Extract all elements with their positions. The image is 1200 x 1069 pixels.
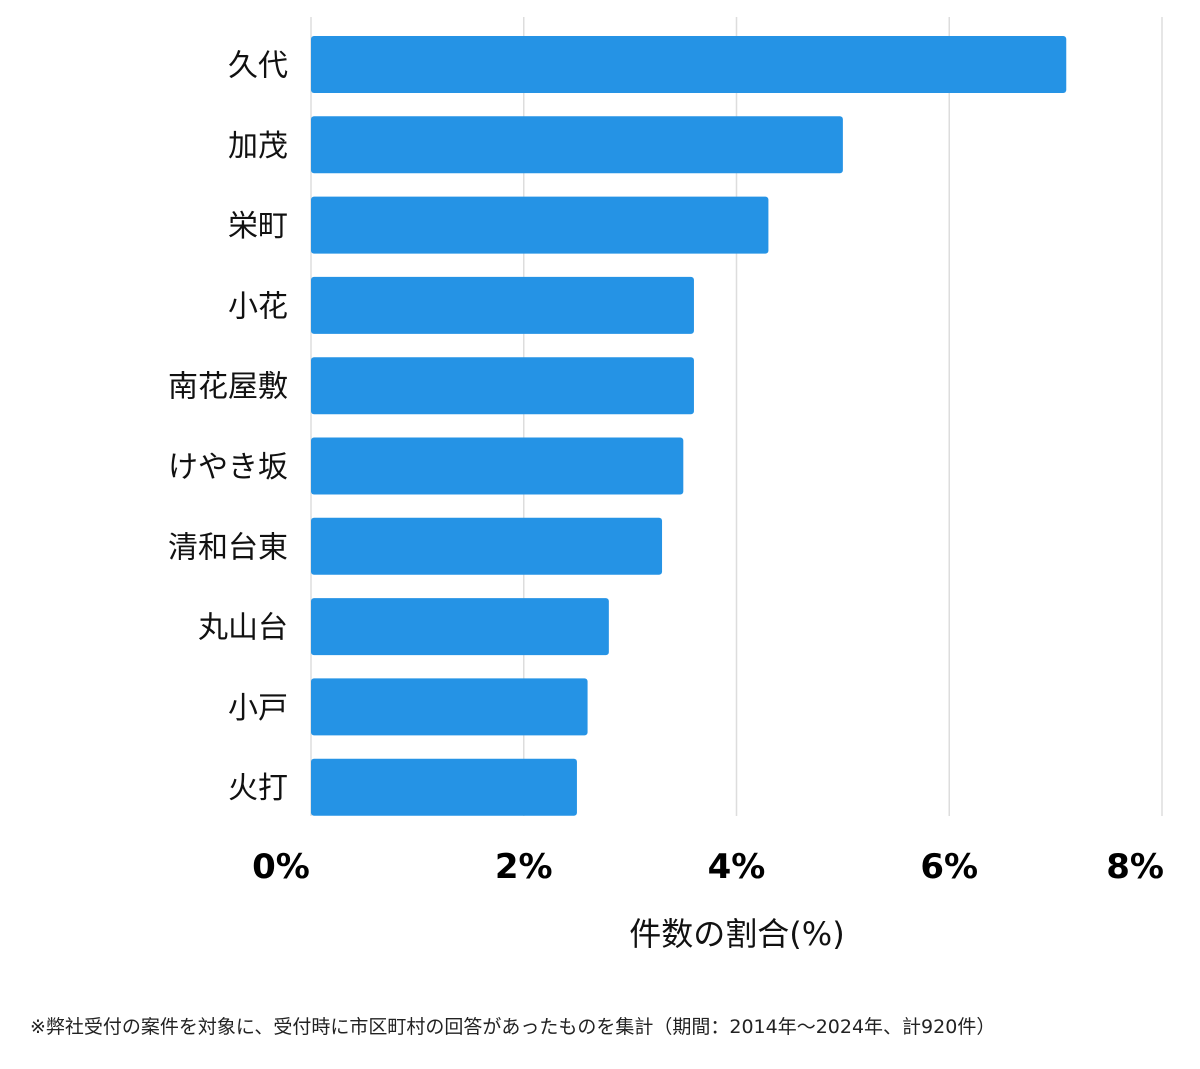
- bar-0: [311, 36, 1067, 93]
- bar-5: [311, 437, 684, 495]
- category-label: 清和台東: [168, 530, 288, 565]
- category-label: 火打: [228, 771, 288, 806]
- x-tick-label: 2%: [495, 847, 553, 887]
- bar-9: [311, 758, 577, 816]
- category-label: 丸山台: [198, 611, 288, 646]
- x-tick-label: 8%: [1106, 847, 1164, 887]
- category-label: 小花: [228, 289, 288, 324]
- category-label: 栄町: [228, 209, 288, 244]
- footnote: ※弊社受付の案件を対象に、受付時に市区町村の回答があったものを集計（期間：201…: [30, 1016, 996, 1038]
- bar-2: [311, 196, 769, 254]
- category-label: 小戸: [228, 691, 288, 726]
- bar-4: [311, 357, 694, 415]
- category-label: 久代: [228, 49, 288, 84]
- bars: [311, 36, 1067, 816]
- category-label: 南花屋敷: [168, 370, 288, 405]
- bar-7: [311, 598, 609, 656]
- category-label: けやき坂: [168, 450, 288, 485]
- category-label: 加茂: [228, 129, 288, 164]
- bar-8: [311, 678, 588, 736]
- x-axis-title: 件数の割合(%): [629, 915, 844, 953]
- x-tick-label: 0%: [252, 847, 310, 887]
- x-axis-ticks: 0% 2% 4% 6% 8%: [252, 847, 1164, 887]
- x-tick-label: 4%: [708, 847, 766, 887]
- bar-6: [311, 517, 663, 575]
- x-tick-label: 6%: [920, 847, 978, 887]
- bar-3: [311, 276, 694, 334]
- bar-1: [311, 116, 843, 174]
